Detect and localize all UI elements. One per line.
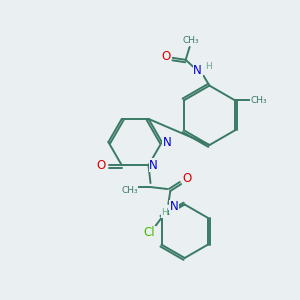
Text: H: H xyxy=(205,62,212,71)
Text: N: N xyxy=(170,200,178,213)
Text: O: O xyxy=(182,172,192,184)
Text: CH₃: CH₃ xyxy=(122,187,138,196)
Text: H: H xyxy=(161,208,168,217)
Text: N: N xyxy=(193,64,202,77)
Text: O: O xyxy=(161,50,170,63)
Text: N: N xyxy=(163,136,171,148)
Text: CH₃: CH₃ xyxy=(182,35,199,44)
Text: N: N xyxy=(149,159,158,172)
Text: O: O xyxy=(96,159,106,172)
Text: CH₃: CH₃ xyxy=(250,96,267,105)
Text: Cl: Cl xyxy=(144,226,155,239)
